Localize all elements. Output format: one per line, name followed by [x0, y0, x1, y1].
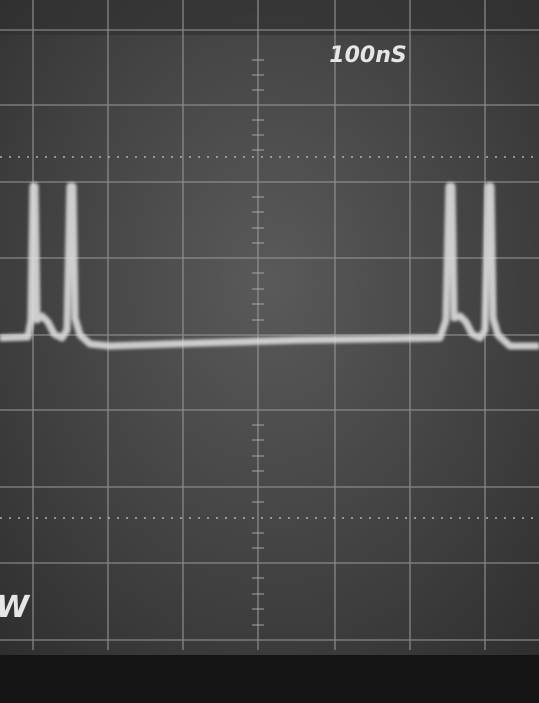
page: 100nS W (() => { const data = JSON.parse… — [0, 0, 539, 703]
scale-label: W — [0, 590, 31, 625]
bezel — [0, 655, 539, 703]
oscilloscope-photo: 100nS W — [0, 0, 539, 703]
timebase-label: 100nS — [329, 43, 406, 68]
